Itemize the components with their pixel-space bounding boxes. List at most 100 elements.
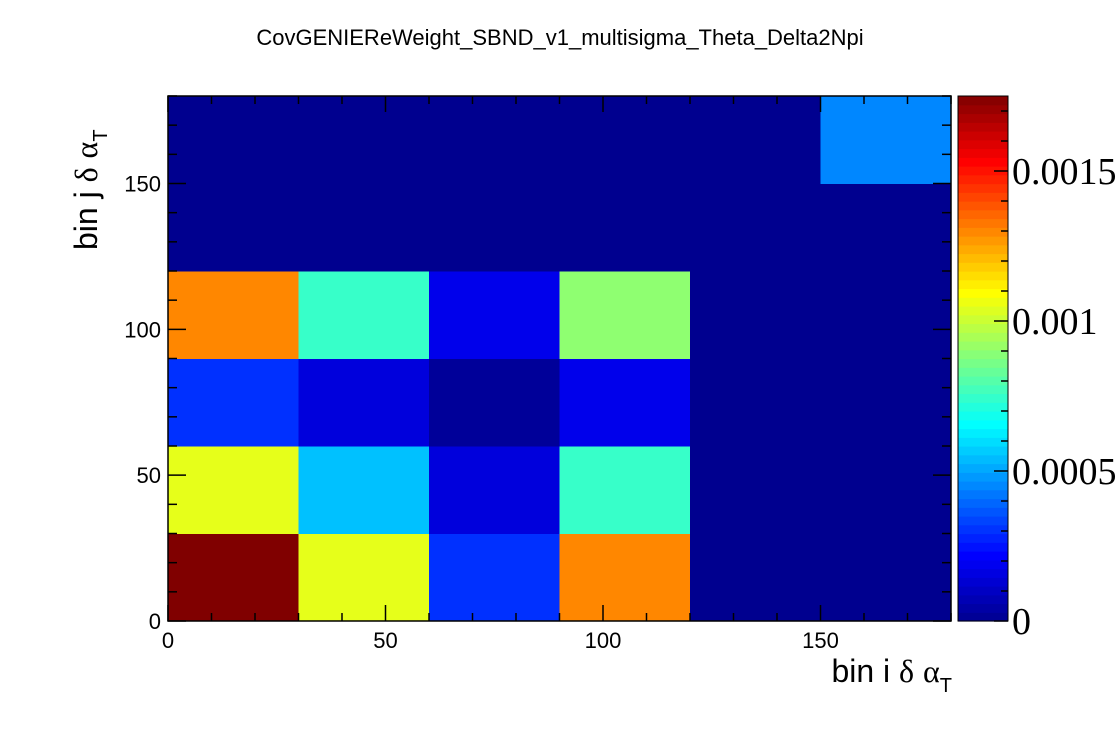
colorbar-segment (958, 332, 1008, 342)
colorbar-segment (958, 288, 1008, 298)
heatmap-cell (559, 358, 691, 447)
heatmap-cell (820, 183, 952, 272)
colorbar-segment (958, 166, 1008, 176)
colorbar-segment (958, 507, 1008, 517)
colorbar-segment (958, 594, 1008, 605)
colorbar-segment (958, 551, 1008, 561)
colorbar-segment (958, 454, 1008, 465)
colorbar-segment (958, 612, 1008, 622)
colorbar-segment (958, 174, 1008, 185)
y-axis-label: bin j δ αT (68, 129, 112, 250)
heatmap-cell (298, 183, 430, 272)
heatmap-cell (429, 446, 560, 534)
y-axis-label-gap (68, 158, 104, 167)
colorbar-segment (958, 218, 1008, 228)
x-axis-ticks: 0 50 100 150 (162, 96, 952, 653)
x-axis-label: bin i δ αT (831, 653, 952, 697)
heatmap-cell (298, 358, 430, 447)
heatmap-cell (168, 96, 299, 184)
colorbar: 0 0.0005 0.001 0.0015 (957, 95, 1117, 643)
colorbar-segment (958, 227, 1008, 237)
colorbar-segment (958, 472, 1008, 482)
heatmap-cell (298, 533, 430, 622)
heatmap-cell (429, 96, 560, 184)
heatmap-cell (690, 96, 821, 184)
heatmap-cell (168, 183, 299, 272)
colorbar-segment (958, 96, 1008, 106)
heatmap-cell (690, 446, 821, 534)
colorbar-segment (958, 104, 1008, 115)
heatmap-cell (559, 96, 691, 184)
heatmap-cell (298, 446, 430, 534)
colorbar-tick-label: 0.0005 (1012, 451, 1117, 493)
colorbar-segment (958, 542, 1008, 552)
colorbar-segment (958, 139, 1008, 150)
colorbar-segment (958, 411, 1008, 421)
colorbar-segment (958, 481, 1008, 491)
chart-title: CovGENIEReWeight_SBND_v1_multisigma_Thet… (256, 25, 863, 50)
heatmap-cell (820, 446, 952, 534)
y-tick-label: 100 (124, 317, 161, 342)
y-tick-label: 0 (149, 609, 161, 634)
colorbar-segment (958, 323, 1008, 333)
y-tick-label: 150 (124, 172, 161, 197)
colorbar-segment (958, 568, 1008, 578)
colorbar-segment (958, 384, 1008, 395)
heatmap-cell (559, 271, 691, 359)
heatmap-cell (690, 533, 821, 622)
heatmap-cell (429, 533, 560, 622)
colorbar-segment (958, 419, 1008, 430)
colorbar-segment (958, 489, 1008, 500)
colorbar-segment (958, 393, 1008, 403)
x-tick-label: 100 (585, 628, 622, 653)
colorbar-segment (958, 376, 1008, 386)
heatmap-cells (168, 96, 952, 622)
colorbar-segment (958, 148, 1008, 158)
colorbar-segment (958, 209, 1008, 220)
heatmap-cell (168, 446, 299, 534)
colorbar-frame (957, 95, 1009, 622)
colorbar-tick-label: 0 (1012, 601, 1031, 643)
y-axis-label-alpha: α (68, 141, 104, 158)
colorbar-segment (958, 306, 1008, 316)
heatmap-cell (429, 183, 560, 272)
colorbar-segment (958, 533, 1008, 543)
colorbar-segment (958, 236, 1008, 246)
colorbar-segment (958, 122, 1008, 132)
x-axis-label-prefix: bin i (831, 653, 899, 689)
colorbar-tick-label: 0.0015 (1012, 151, 1117, 193)
colorbar-segment (958, 498, 1008, 508)
x-axis-label-subscript: T (940, 675, 952, 697)
y-tick-label: 50 (137, 463, 161, 488)
y-axis-label-subscript: T (90, 129, 112, 141)
heatmap-cell (690, 183, 821, 272)
colorbar-segment (958, 463, 1008, 473)
heatmap-cell (298, 96, 430, 184)
colorbar-segment (958, 358, 1008, 368)
heatmap-cell (168, 533, 299, 622)
x-axis-label-alpha: α (923, 653, 940, 689)
heatmap-cell (168, 358, 299, 447)
colorbar-segment (958, 516, 1008, 526)
x-tick-label: 0 (162, 628, 174, 653)
colorbar-segment (958, 577, 1008, 587)
colorbar-segment (958, 524, 1008, 535)
colorbar-segment (958, 559, 1008, 570)
heatmap-cell (559, 533, 691, 622)
x-tick-label: 150 (802, 628, 839, 653)
heatmap-cell (820, 533, 952, 622)
y-axis-label-delta: δ (68, 167, 104, 182)
heatmap-cell (429, 358, 560, 447)
x-axis-label-gap (914, 653, 923, 689)
x-axis-label-delta: δ (899, 653, 914, 689)
colorbar-segment (958, 244, 1008, 255)
colorbar-segment (958, 341, 1008, 351)
heatmap-cell (820, 271, 952, 359)
colorbar-segment (958, 131, 1008, 141)
heatmap-cell (429, 271, 560, 359)
colorbar-segment (958, 402, 1008, 412)
colorbar-segment (958, 201, 1008, 211)
colorbar-segment (958, 297, 1008, 307)
y-axis-label-prefix: bin j (68, 182, 104, 250)
